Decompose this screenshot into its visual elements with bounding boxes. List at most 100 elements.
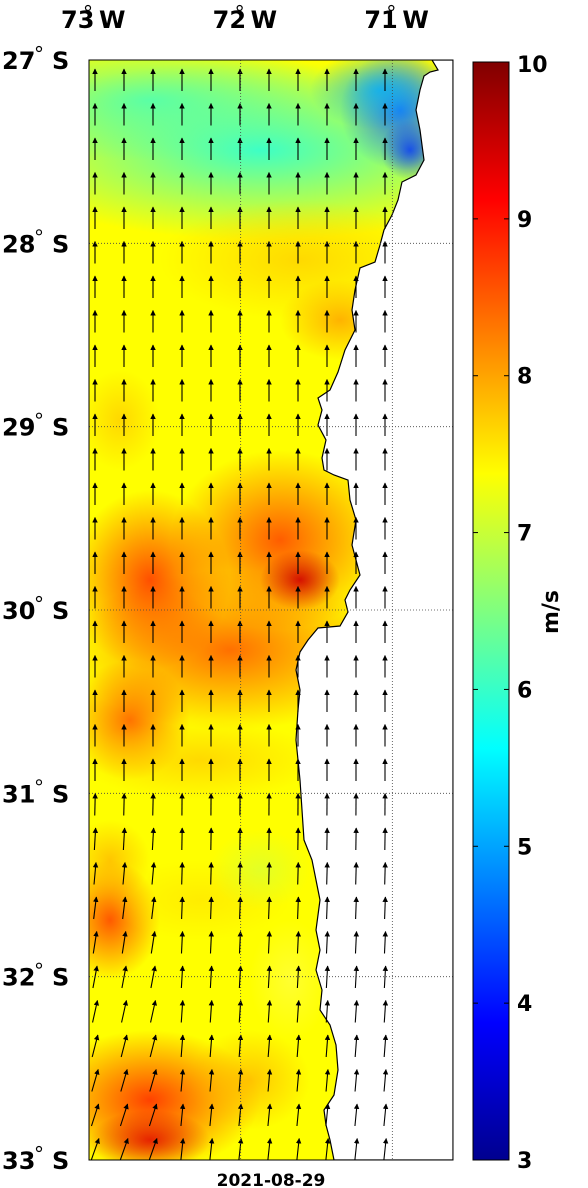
speed-field-patch [89, 820, 150, 900]
wind-arrow [353, 1103, 360, 1127]
wind-arrow [295, 861, 301, 885]
degree-symbol [35, 1145, 43, 1153]
wind-arrow [295, 999, 302, 1023]
degree-symbol [84, 4, 92, 12]
wind-arrow [237, 1137, 244, 1160]
wind-arrow [179, 896, 185, 920]
wind-arrow [91, 1034, 100, 1058]
degree-symbol [236, 4, 243, 12]
wind-arrow [266, 1137, 273, 1160]
wind-arrow [90, 1103, 100, 1127]
longitude-hemisphere: W [251, 6, 277, 34]
wind-arrow [92, 999, 100, 1023]
colorbar-tick-label: 7 [517, 522, 532, 547]
wind-arrow [295, 896, 301, 920]
wind-arrow [295, 930, 302, 954]
wind-arrow [121, 792, 127, 816]
speed-field-patch [89, 370, 160, 470]
degree-symbol [35, 779, 43, 786]
wind-arrow [150, 930, 157, 954]
degree-symbol [35, 595, 43, 603]
wind-arrow [93, 896, 99, 920]
wind-arrow [208, 1034, 215, 1058]
wind-arrow [353, 1137, 360, 1160]
wind-arrow [266, 1034, 273, 1058]
wind-arrow [382, 1137, 389, 1160]
latitude-hemisphere: S [52, 597, 69, 625]
wind-arrow [90, 1137, 100, 1160]
wind-arrow [266, 999, 273, 1023]
colorbar-tick-label: 8 [517, 365, 532, 390]
wind-arrow [266, 930, 273, 954]
wind-arrow [295, 965, 302, 989]
graticule-grid [89, 60, 453, 1160]
latitude-labels: 27 S 28 S 29 S 30 S 31 S 32 S 33 S [2, 45, 69, 1175]
wind-arrow [324, 896, 330, 920]
map-frame [88, 59, 454, 1161]
colorbar-ticks: 3 4 5 6 7 8 9 10 [473, 53, 548, 1174]
wind-arrow [353, 930, 360, 954]
wind-arrow [353, 1034, 360, 1058]
wind-arrow [119, 1137, 129, 1160]
wind-arrow [382, 965, 389, 989]
colorbar: 3 4 5 6 7 8 9 10 m/s [472, 53, 564, 1174]
wind-arrow [119, 1103, 129, 1127]
speed-field-patch [190, 1030, 310, 1130]
latitude-hemisphere: S [52, 230, 69, 258]
longitude-labels: 73 W 72 W 71 W [61, 4, 429, 34]
latitude-label: 28 [2, 230, 35, 258]
degree-symbol [35, 229, 43, 236]
wind-arrow [237, 1068, 244, 1092]
wind-arrow [151, 896, 157, 920]
wind-arrow [121, 965, 128, 989]
date-label: 2021-08-29 [217, 1171, 326, 1188]
latitude-hemisphere: S [52, 414, 69, 442]
speed-field-patch [89, 60, 350, 160]
wind-arrow [266, 861, 272, 885]
latitude-label: 31 [2, 780, 35, 808]
latitude-label: 33 [2, 1147, 35, 1175]
wind-arrow [149, 1034, 158, 1058]
wind-arrow [179, 1068, 186, 1092]
wind-arrow [382, 1103, 389, 1127]
wind-arrow [324, 999, 331, 1023]
wind-arrow [295, 1034, 302, 1058]
wind-arrow [148, 1137, 158, 1160]
wind-arrow [266, 1068, 273, 1092]
latitude-hemisphere: S [52, 47, 69, 75]
wind-arrow [179, 930, 186, 954]
colorbar-tick-label: 6 [517, 678, 532, 703]
wind-arrow [324, 861, 330, 885]
wind-arrow [382, 1034, 389, 1058]
wind-arrow [382, 896, 388, 920]
wind-arrow [179, 1034, 186, 1058]
colorbar-tick-label: 5 [517, 835, 532, 860]
wind-arrow [324, 1137, 331, 1160]
latitude-label: 32 [2, 964, 35, 992]
wind-arrow [120, 1034, 129, 1058]
latitude-label: 27 [2, 47, 35, 75]
wind-arrow [353, 1068, 360, 1092]
wind-arrow [208, 999, 215, 1023]
wind-arrow [208, 1068, 215, 1092]
longitude-hemisphere: W [99, 6, 125, 34]
wind-arrow [208, 930, 215, 954]
colorbar-tick-label: 4 [517, 992, 532, 1017]
wind-arrow [382, 1068, 389, 1092]
wind-arrow [295, 1068, 302, 1092]
wind-arrow [266, 896, 272, 920]
wind-arrow [353, 896, 359, 920]
wind-arrow [266, 1103, 273, 1127]
wind-arrow [91, 1068, 100, 1092]
wind-arrow [92, 792, 98, 816]
wind-arrow [324, 930, 331, 954]
wind-arrow [92, 827, 99, 851]
wind-arrow [179, 1137, 186, 1160]
wind-arrow [121, 999, 129, 1023]
speed-field-patch [250, 920, 330, 1040]
wind-arrow [382, 930, 389, 954]
wind-arrow [208, 1103, 215, 1127]
wind-arrow [237, 930, 244, 954]
latitude-hemisphere: S [52, 964, 69, 992]
wind-arrow [237, 861, 243, 885]
